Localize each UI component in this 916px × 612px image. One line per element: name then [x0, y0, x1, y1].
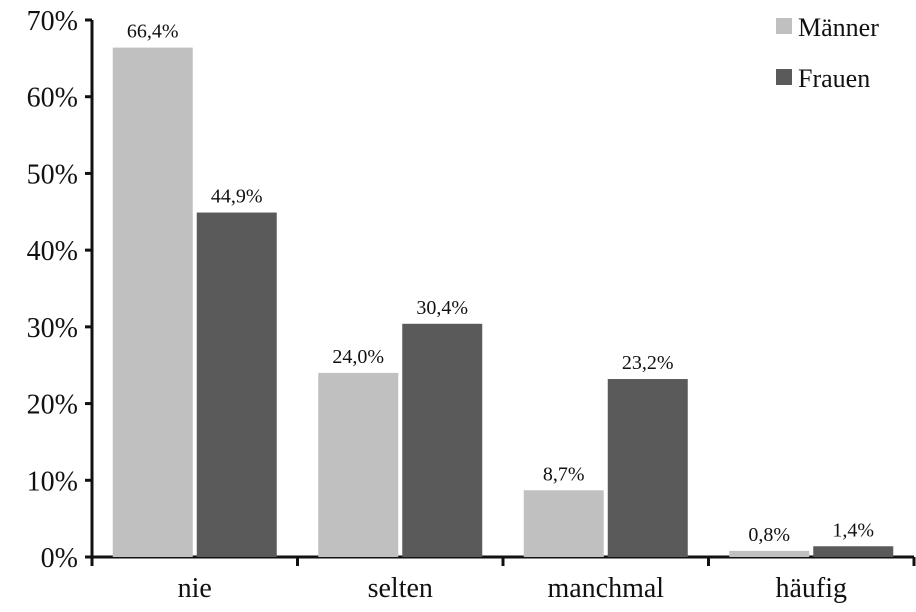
- bar-maenner: [318, 372, 399, 557]
- legend-label: Frauen: [798, 64, 870, 93]
- y-tick-label: 0%: [41, 543, 78, 574]
- y-tick-label: 40%: [27, 236, 78, 267]
- bar-frauen: [402, 323, 483, 557]
- data-label: 1,4%: [832, 519, 874, 541]
- y-tick-label: 20%: [27, 390, 78, 421]
- category-label: selten: [368, 573, 433, 604]
- data-label: 30,4%: [416, 297, 468, 319]
- data-label: 8,7%: [543, 463, 585, 485]
- legend-swatch: [776, 69, 792, 85]
- legend: Männer Frauen: [776, 13, 879, 93]
- y-tick-label: 30%: [27, 313, 78, 344]
- category-label: häufig: [775, 573, 847, 604]
- bar-maenner: [523, 490, 604, 557]
- data-label: 23,2%: [622, 352, 674, 374]
- y-tick-label: 70%: [27, 6, 78, 37]
- y-tick-label: 60%: [27, 83, 78, 114]
- y-tick-label: 10%: [27, 466, 78, 497]
- y-axis: 0% 10% 20% 30% 40% 50% 60% 70%: [27, 6, 94, 574]
- bar-frauen: [813, 546, 894, 557]
- data-label: 44,9%: [211, 186, 263, 208]
- category-label: nie: [178, 573, 212, 604]
- x-axis: nie selten manchmal häufig: [90, 555, 916, 604]
- bar-frauen: [196, 212, 277, 557]
- data-label: 66,4%: [127, 21, 179, 43]
- category-label: manchmal: [547, 573, 664, 604]
- data-label: 24,0%: [332, 346, 384, 368]
- bars: [112, 47, 894, 558]
- bar-maenner: [729, 550, 810, 557]
- legend-swatch: [776, 18, 792, 34]
- bar-maenner: [112, 47, 193, 558]
- data-label: 0,8%: [748, 524, 790, 546]
- y-tick-label: 50%: [27, 159, 78, 190]
- data-labels: 66,4% 44,9% 24,0% 30,4% 8,7% 23,2% 0,8% 1,4%: [127, 21, 874, 546]
- bar-frauen: [607, 379, 688, 557]
- legend-label: Männer: [798, 13, 879, 42]
